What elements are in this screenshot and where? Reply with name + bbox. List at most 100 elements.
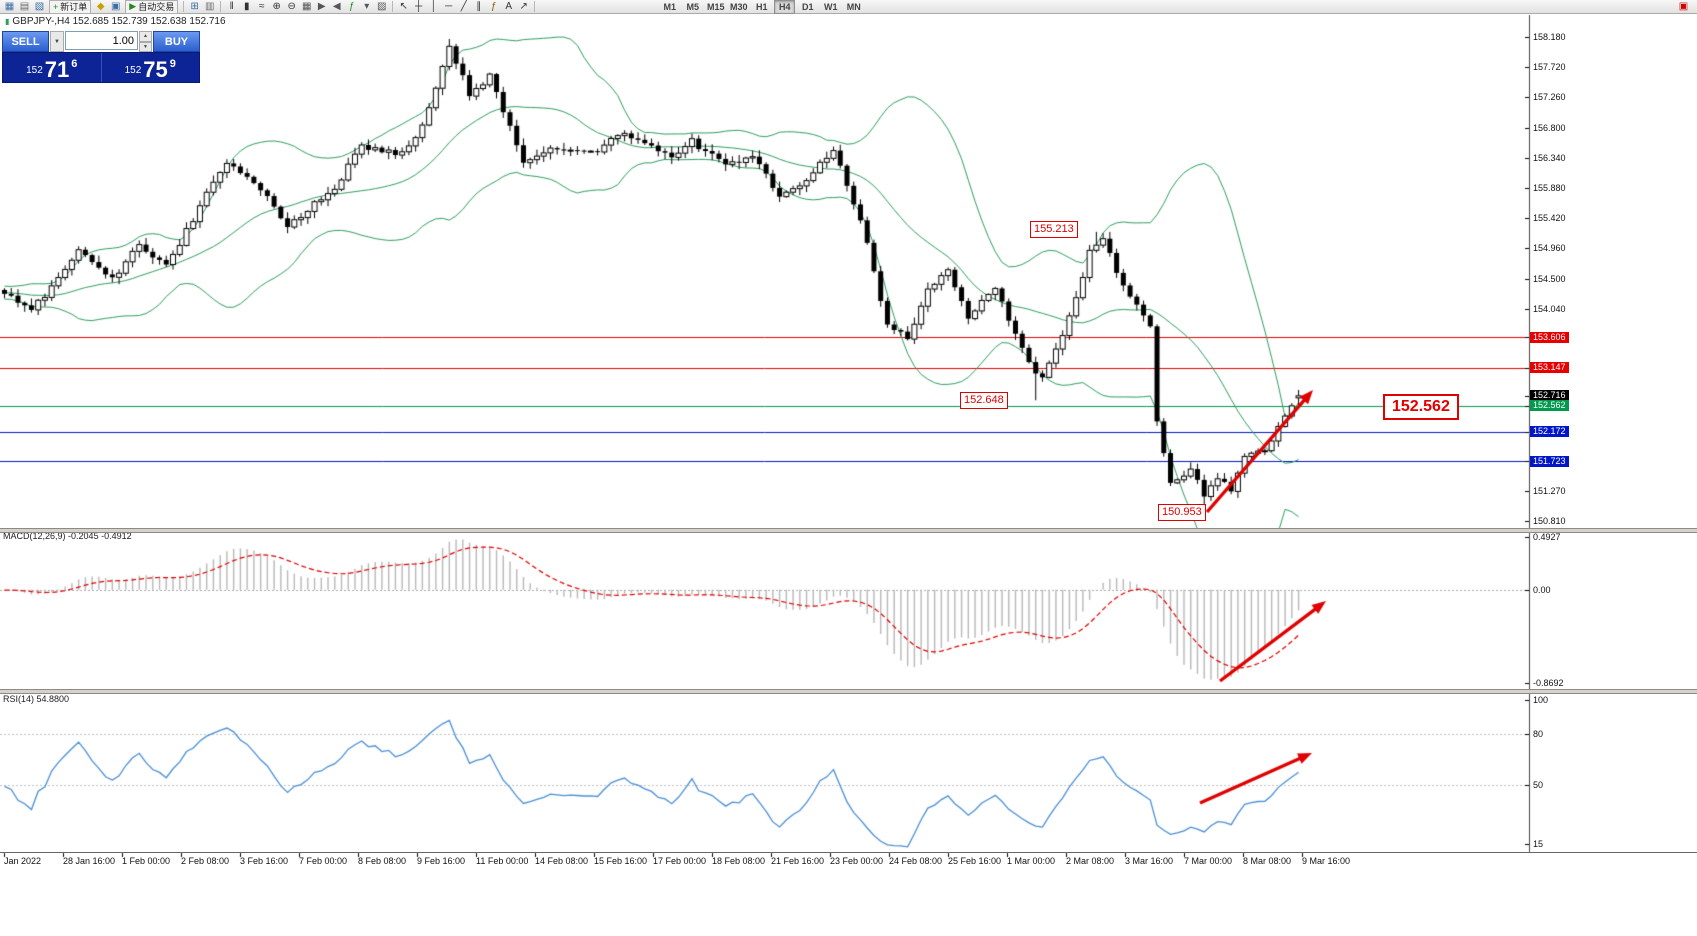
price-tick-157.260: 157.260 (1533, 92, 1566, 103)
time-tick: 3 Feb 16:00 (240, 856, 289, 866)
timeframe-m15-button[interactable]: M15 (706, 1, 725, 12)
rsi-value: 54.8800 (36, 694, 70, 704)
panel-splitter-macd[interactable] (0, 528, 1697, 533)
trendline-icon[interactable]: ╱ (460, 1, 467, 12)
time-tick: 15 Feb 16:00 (594, 856, 648, 866)
timeframe-h1-button[interactable]: H1 (755, 1, 768, 12)
toolbar-separator (534, 1, 536, 12)
time-tick: 1 Mar 00:00 (1007, 856, 1056, 866)
price-annotation-155-213[interactable]: 155.213 (1030, 221, 1078, 238)
market-watch-icon[interactable]: ▦ (4, 1, 15, 12)
buy-price-display[interactable]: 152 75 9 (102, 53, 200, 82)
periods-dropdown-icon[interactable]: ▾ (364, 1, 370, 12)
rsi-title: RSI(14) (3, 694, 35, 704)
price-tag-153-606: 153.606 (1530, 331, 1569, 343)
new-order-button-label: 新订单 (60, 2, 88, 12)
autotrading-button[interactable]: ▶ 自动交易 (125, 0, 179, 14)
tile-windows-icon[interactable]: ▦ (301, 1, 312, 12)
price-tick-155.420: 155.420 (1533, 213, 1566, 224)
macd-indicator-label: MACD(12,26,9) -0.2045 -0.4912 (3, 531, 132, 541)
buy-button[interactable]: BUY (153, 31, 200, 52)
time-axis[interactable]: Jan 2022 28 Jan 16:00 1 Feb 00:00 2 Feb 08:… (0, 852, 1697, 871)
indicators-icon[interactable]: ƒ (348, 1, 355, 12)
time-tick: 7 Feb 00:00 (299, 856, 348, 866)
navigator-icon[interactable]: ▧ (34, 1, 45, 12)
time-tick: 21 Feb 16:00 (771, 856, 825, 866)
bar-chart-icon[interactable]: ‖ (229, 1, 234, 12)
price-tag-153-147: 153.147 (1530, 362, 1569, 374)
time-tick: 23 Feb 00:00 (830, 856, 884, 866)
alert-red-icon[interactable]: ▣ (1678, 1, 1689, 12)
price-tag-152-172: 152.172 (1530, 426, 1569, 438)
chart-shift-icon[interactable]: ◀ (332, 1, 341, 12)
sell-price-display[interactable]: 152 71 6 (3, 53, 101, 82)
time-tick: 9 Mar 16:00 (1302, 856, 1351, 866)
panel-splitter-rsi[interactable] (0, 689, 1697, 694)
time-tick: 2 Mar 08:00 (1066, 856, 1115, 866)
fibonacci-icon[interactable]: ƒ (490, 1, 497, 12)
price-annotation-150-953[interactable]: 150.953 (1158, 504, 1206, 521)
crosshair-icon[interactable]: ┼ (415, 1, 423, 12)
timeframe-m5-button[interactable]: M5 (686, 1, 699, 12)
timeframe-w1-button[interactable]: W1 (823, 1, 838, 12)
time-tick: 14 Feb 08:00 (535, 856, 589, 866)
timeframe-m1-button[interactable]: M1 (663, 1, 676, 12)
buy-price-big: 75 (143, 57, 168, 82)
time-tick: 24 Feb 08:00 (889, 856, 943, 866)
price-annotation-152-648[interactable]: 152.648 (960, 392, 1008, 409)
timeframe-h4-button[interactable]: H4 (774, 0, 796, 14)
rsi-tick-50: 50 (1533, 779, 1544, 790)
cursor-icon[interactable]: ↖ (399, 1, 408, 12)
sell-button[interactable]: SELL (2, 31, 49, 52)
vertical-line-icon[interactable]: │ (430, 1, 437, 12)
price-display-row: 152 71 6 152 75 9 (2, 52, 200, 83)
chart-symbol-info: ▮ GBPJPY-,H4 152.685 152.739 152.638 152.… (5, 16, 226, 27)
sell-price-big: 71 (44, 57, 70, 82)
horizontal-line-icon[interactable]: ─ (445, 1, 453, 12)
time-tick: 8 Mar 08:00 (1243, 856, 1292, 866)
rsi-indicator-label: RSI(14) 54.8800 (3, 694, 69, 704)
price-tick-151.270: 151.270 (1533, 485, 1566, 496)
time-tick: 9 Feb 16:00 (417, 856, 466, 866)
channel-icon[interactable]: ∥ (476, 1, 482, 12)
zoom-out-icon[interactable]: ⊖ (287, 1, 296, 12)
volume-input[interactable] (65, 31, 138, 50)
text-label-icon[interactable]: A (505, 1, 513, 12)
auto-scroll-icon[interactable]: ▶ (317, 1, 326, 12)
candlestick-chart-icon[interactable]: ▮ (243, 1, 250, 12)
new-chart-icon[interactable]: ⊞ (190, 1, 199, 12)
price-annotation-152-562[interactable]: 152.562 (1383, 394, 1459, 420)
data-window-icon[interactable]: ▤ (19, 1, 30, 12)
zoom-in-icon[interactable]: ⊕ (272, 1, 281, 12)
price-tick-156.340: 156.340 (1533, 152, 1566, 163)
rsi-tick-15: 15 (1533, 839, 1544, 849)
buy-price-prefix: 152 (124, 65, 142, 76)
templates-icon[interactable]: ▨ (376, 1, 387, 12)
strategy-tester-icon[interactable]: ▣ (111, 1, 121, 12)
timeframe-mn-button[interactable]: MN (846, 1, 861, 12)
symbol-ohlc-text: GBPJPY-,H4 152.685 152.739 152.638 152.7… (12, 16, 226, 27)
price-tick-157.720: 157.720 (1533, 62, 1566, 73)
time-tick: 18 Feb 08:00 (712, 856, 766, 866)
time-tick: 25 Feb 16:00 (948, 856, 1002, 866)
profiles-icon[interactable]: ▥ (204, 1, 215, 12)
line-chart-icon[interactable]: ≈ (258, 1, 265, 12)
new-order-icon: + (53, 1, 59, 12)
rsi-tick-100: 100 (1533, 695, 1549, 705)
new-order-button[interactable]: + 新订单 (49, 0, 92, 14)
toolbar-separator (392, 1, 394, 12)
macd-tick-0.00: 0.00 (1533, 584, 1551, 595)
one-click-trading-panel: SELL ▼ ▲ ▼ BUY 152 71 6 152 75 9 (2, 31, 200, 83)
volume-dropdown-button[interactable]: ▼ (50, 31, 64, 52)
time-tick: Jan 2022 (4, 856, 42, 866)
volume-increase-button[interactable]: ▲ (139, 31, 152, 42)
volume-decrease-button[interactable]: ▼ (139, 41, 152, 52)
metaeditor-icon[interactable]: ◆ (96, 1, 105, 12)
price-tag-151-723: 151.723 (1530, 455, 1569, 467)
timeframe-m30-button[interactable]: M30 (729, 1, 748, 12)
chart-icon: ▮ (5, 17, 10, 26)
timeframe-d1-button[interactable]: D1 (801, 1, 814, 12)
toolbar-separator (183, 1, 185, 12)
arrows-tool-icon[interactable]: ↗ (519, 1, 528, 12)
